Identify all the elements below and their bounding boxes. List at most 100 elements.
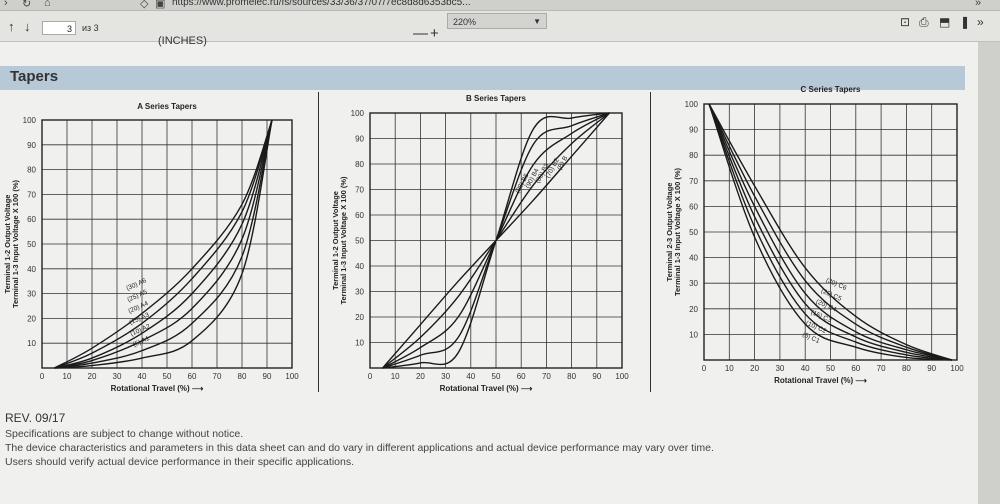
zoom-in-button[interactable]: + — [430, 25, 439, 42]
y-tick-label: 40 — [355, 262, 364, 271]
y-tick-label: 100 — [23, 116, 37, 125]
revision: REV. 09/17 — [5, 411, 66, 425]
y-axis-label: Terminal 1-3 Input Voltage X 100 (%) — [673, 167, 682, 296]
y-tick-label: 10 — [689, 330, 698, 339]
plot-frame — [703, 103, 958, 361]
x-tick-label: 60 — [851, 364, 860, 373]
y-tick-label: 100 — [351, 109, 365, 118]
charts-layer: 0 10 20 30 40 50 60 70 80 90 100102030405060708090… — [3, 85, 964, 393]
y-tick-label: 100 — [685, 100, 699, 109]
y-tick-label: 50 — [689, 228, 698, 237]
chart-title: C Series Tapers — [801, 85, 861, 94]
x-tick-label: 100 — [285, 372, 299, 381]
back-icon[interactable]: › — [4, 0, 8, 9]
divider-1 — [318, 92, 319, 392]
y-tick-label: 60 — [689, 202, 698, 211]
y-tick-label: 40 — [27, 265, 36, 274]
y-tick-label: 20 — [689, 305, 698, 314]
x-tick-label: 90 — [263, 372, 272, 381]
y-axis-label: Terminal 2-3 Output Voltage — [665, 183, 674, 282]
zoom-value: 220% — [453, 17, 477, 27]
y-tick-label: 10 — [27, 339, 36, 348]
x-tick-label: 60 — [517, 372, 526, 381]
x-tick-label: 0 — [702, 364, 707, 373]
page-total: из 3 — [82, 23, 99, 33]
x-tick-label: 30 — [113, 372, 122, 381]
y-tick-label: 20 — [27, 314, 36, 323]
x-tick-label: 30 — [441, 372, 450, 381]
x-tick-label: 40 — [138, 372, 147, 381]
series-line — [708, 103, 953, 361]
print-icon[interactable]: ⎙ — [919, 15, 929, 29]
footnote-2: The device characteristics and parameter… — [5, 442, 714, 454]
chart-2: 0 10 20 30 40 50 60 70 80 90 100 10 20 30 40 50 60 70 80 90… — [331, 94, 629, 393]
y-tick-label: 70 — [689, 177, 698, 186]
y-tick-label: 60 — [355, 211, 364, 220]
x-tick-label: 20 — [750, 364, 759, 373]
footnote-3: Users should verify actual device perfor… — [5, 456, 354, 468]
fit-page-icon[interactable]: ⊡ — [900, 15, 911, 29]
reload-icon[interactable]: ↻ — [22, 0, 32, 10]
footnote-1: Specifications are subject to change wit… — [5, 428, 244, 440]
y-tick-label: 30 — [689, 279, 698, 288]
tools-icon[interactable]: » — [977, 15, 984, 29]
previous-page-icon[interactable]: ↑ — [8, 19, 15, 34]
y-tick-label: 80 — [27, 166, 36, 175]
x-tick-label: 100 — [615, 372, 629, 381]
zoom-select[interactable]: 220% ▼ — [447, 13, 547, 29]
x-tick-label: 0 — [40, 372, 45, 381]
series-line — [708, 103, 953, 361]
x-tick-label: 40 — [801, 364, 810, 373]
chevron-down-icon: ▼ — [533, 17, 541, 26]
x-tick-label: 40 — [466, 372, 475, 381]
pdf-page — [0, 42, 978, 504]
chart-1: 0 10 20 30 40 50 60 70 80 90 100 10 20 30 40 50 60 70 80 90… — [3, 102, 299, 393]
series-line — [708, 103, 953, 361]
section-band — [0, 66, 965, 90]
y-axis-label: Terminal 1-3 Input Voltage X 100 (%) — [11, 179, 20, 308]
more-icon[interactable]: » — [975, 0, 982, 9]
browser-toolbar: › ↻ ⌂ ◇ ▣ https://www.promelec.ru/fs/sou… — [0, 0, 1000, 11]
y-tick-label: 70 — [355, 186, 364, 195]
series-line — [54, 119, 273, 369]
url-bar[interactable]: https://www.promelec.ru/fs/sources/33/36… — [172, 0, 471, 8]
divider-2 — [650, 92, 651, 392]
series-line — [54, 119, 273, 369]
x-tick-label: 80 — [238, 372, 247, 381]
scrollbar-track[interactable] — [978, 42, 1000, 504]
y-tick-label: 20 — [355, 313, 364, 322]
x-axis-label: Rotational Travel (%) ⟶ — [111, 384, 204, 393]
home-icon[interactable]: ⌂ — [44, 0, 51, 9]
y-tick-label: 80 — [689, 151, 698, 160]
y-tick-label: 50 — [27, 240, 36, 249]
x-tick-label: 0 — [368, 372, 373, 381]
zoom-out-button[interactable]: — — [413, 25, 428, 42]
series-line — [54, 119, 273, 369]
x-tick-label: 10 — [391, 372, 400, 381]
series-line — [54, 119, 273, 369]
y-axis-label: Terminal 1-2 Output Voltage — [3, 195, 12, 294]
x-tick-label: 70 — [213, 372, 222, 381]
x-tick-label: 60 — [188, 372, 197, 381]
y-tick-label: 90 — [689, 126, 698, 135]
x-tick-label: 70 — [542, 372, 551, 381]
x-tick-label: 90 — [927, 364, 936, 373]
series-line — [708, 103, 953, 361]
series-line — [54, 119, 273, 369]
y-tick-label: 70 — [27, 190, 36, 199]
series-line — [54, 119, 273, 369]
y-tick-label: 30 — [27, 290, 36, 299]
chart-3: 0 10 20 30 40 50 60 70 80 90 100 10 20 30 40 50 60 70 80 90… — [665, 85, 964, 385]
y-tick-label: 90 — [355, 135, 364, 144]
x-axis-label: Rotational Travel (%) ⟶ — [440, 384, 533, 393]
page-number-input[interactable]: 3 — [42, 21, 76, 35]
x-axis-label: Rotational Travel (%) ⟶ — [774, 376, 867, 385]
series-line — [708, 103, 952, 361]
chart-title: B Series Tapers — [466, 94, 526, 103]
next-page-icon[interactable]: ↓ — [24, 19, 31, 34]
x-tick-label: 50 — [826, 364, 835, 373]
bookmark-icon[interactable]: ❚ — [960, 15, 971, 29]
section-title: Tapers — [10, 68, 59, 85]
y-tick-label: 80 — [355, 160, 364, 169]
save-icon[interactable]: ⬒ — [939, 15, 951, 29]
